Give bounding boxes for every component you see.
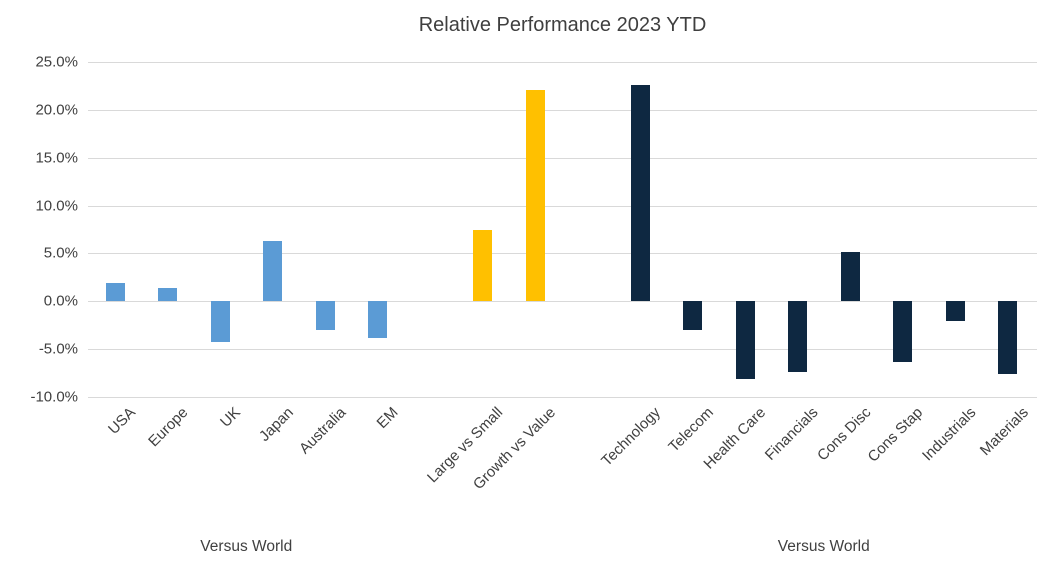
- x-axis-label: Materials: [976, 404, 1032, 460]
- x-axis-label: Cons Disc: [813, 404, 875, 465]
- bar-large-vs-small: [473, 229, 492, 302]
- bar-growth-vs-value: [525, 89, 545, 302]
- gridline: [88, 62, 1037, 63]
- x-axis-label: Telecom: [665, 404, 717, 456]
- bar-cons-disc: [840, 252, 860, 302]
- x-axis-label: Industrials: [918, 404, 980, 465]
- bar-uk: [210, 301, 230, 343]
- y-axis-tick-label: -10.0%: [30, 388, 78, 406]
- x-axis-label: Europe: [145, 404, 192, 451]
- y-axis-tick-label: 25.0%: [35, 53, 78, 71]
- x-axis-label: Japan: [255, 404, 297, 445]
- bar-europe: [158, 287, 177, 302]
- x-axis-label: UK: [217, 404, 245, 431]
- chart-title: Relative Performance 2023 YTD: [418, 14, 707, 36]
- bar-em: [368, 301, 387, 338]
- gridline: [88, 397, 1037, 398]
- x-axis-label: Financials: [761, 404, 822, 464]
- x-axis-label: EM: [373, 404, 402, 432]
- bar-industrials: [945, 301, 965, 322]
- bar-materials: [998, 301, 1017, 375]
- gridline: [88, 109, 1037, 111]
- bar-health-care: [735, 301, 755, 379]
- axis-group-label: Versus World: [777, 538, 870, 555]
- y-axis-tick-label: 15.0%: [35, 149, 78, 167]
- x-axis-label: USA: [105, 404, 140, 438]
- gridline: [88, 253, 1037, 255]
- bar-japan: [263, 240, 282, 302]
- y-axis-tick-label: 5.0%: [43, 244, 78, 262]
- gridline: [88, 301, 1037, 303]
- x-axis-label: Technology: [598, 404, 665, 470]
- gridline: [88, 157, 1037, 159]
- bar-usa: [105, 283, 125, 302]
- y-axis-tick-label: -5.0%: [38, 340, 78, 358]
- axis-group-label: Versus World: [200, 538, 293, 555]
- gridline: [88, 349, 1037, 351]
- bar-technology: [630, 84, 650, 302]
- bar-financials: [788, 301, 807, 373]
- y-axis-tick-label: 10.0%: [35, 197, 78, 215]
- y-axis-tick-label: 0.0%: [43, 292, 78, 310]
- y-axis-tick-label: 20.0%: [35, 101, 78, 119]
- x-axis-label: Australia: [295, 404, 350, 458]
- x-axis-label: Cons Stap: [864, 404, 927, 466]
- bar-cons-stap: [893, 301, 912, 362]
- bar-australia: [315, 301, 335, 330]
- gridline: [88, 205, 1037, 207]
- bar-telecom: [683, 301, 702, 330]
